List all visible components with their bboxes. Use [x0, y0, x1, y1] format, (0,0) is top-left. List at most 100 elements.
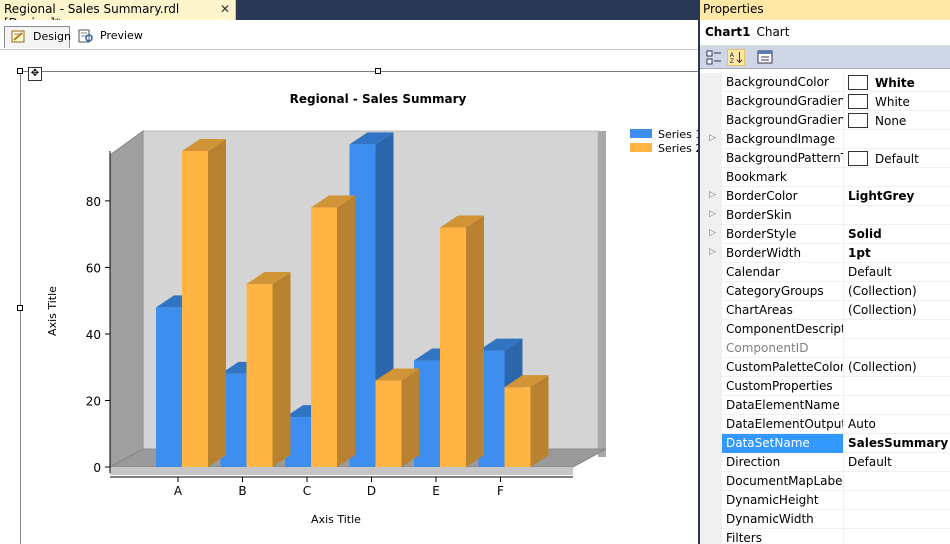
property-row-background-gradient-type[interactable]: BackgroundGradientType None [700, 111, 950, 130]
expand-icon[interactable]: ▷ [709, 228, 716, 238]
property-value-cell[interactable]: LightGrey [845, 187, 950, 206]
property-value-cell[interactable]: White [845, 73, 950, 92]
property-gutter[interactable]: ▷ [700, 244, 722, 263]
property-value-cell[interactable]: White [845, 92, 950, 111]
property-value-cell[interactable] [845, 396, 950, 415]
property-gutter[interactable]: ▷ [700, 206, 722, 225]
property-value-cell[interactable] [845, 377, 950, 396]
property-value-cell[interactable]: Default [845, 149, 950, 168]
property-name[interactable]: Filters [722, 529, 844, 544]
property-row-calendar[interactable]: Calendar Default [700, 263, 950, 282]
close-icon[interactable]: ✕ [220, 2, 231, 16]
property-gutter[interactable]: ▷ [700, 130, 722, 149]
categorized-icon[interactable] [705, 49, 723, 66]
property-name[interactable]: BorderStyle [722, 225, 844, 244]
property-value-cell[interactable]: (Collection) [845, 301, 950, 320]
property-value-cell[interactable]: (Collection) [845, 358, 950, 377]
property-name[interactable]: BorderWidth [722, 244, 844, 263]
property-row-dynamic-width[interactable]: DynamicWidth [700, 510, 950, 529]
property-value: (Collection) [848, 284, 917, 298]
property-row-data-element-output[interactable]: DataElementOutput Auto [700, 415, 950, 434]
property-name[interactable]: ComponentDescription [722, 320, 844, 339]
property-name[interactable]: BackgroundPatternType [722, 149, 844, 168]
property-name[interactable]: CategoryGroups [722, 282, 844, 301]
property-row-filters[interactable]: Filters [700, 529, 950, 544]
property-value-cell[interactable] [845, 320, 950, 339]
property-value-cell[interactable] [845, 206, 950, 225]
resize-handle-top-left[interactable] [17, 68, 23, 74]
property-row-border-skin[interactable]: ▷ BorderSkin [700, 206, 950, 225]
property-gutter [700, 472, 722, 491]
property-value-cell[interactable] [845, 339, 950, 358]
property-name[interactable]: BorderSkin [722, 206, 844, 225]
expand-icon[interactable]: ▷ [709, 247, 716, 257]
property-row-document-map-label[interactable]: DocumentMapLabel [700, 472, 950, 491]
property-name[interactable]: CustomProperties [722, 377, 844, 396]
expand-icon[interactable]: ▷ [709, 209, 716, 219]
tab-preview[interactable]: Preview [72, 26, 143, 48]
property-name[interactable]: DocumentMapLabel [722, 472, 844, 491]
property-value-cell[interactable]: (Collection) [845, 282, 950, 301]
property-row-data-set-name[interactable]: DataSetName SalesSummary [700, 434, 950, 453]
property-name[interactable]: BackgroundColor [722, 73, 844, 92]
alphabetical-sort-icon[interactable]: A Z [727, 49, 745, 66]
property-name[interactable]: ChartAreas [722, 301, 844, 320]
expand-icon[interactable]: ▷ [709, 133, 716, 143]
property-value-cell[interactable] [845, 510, 950, 529]
property-name[interactable]: Calendar [722, 263, 844, 282]
property-name[interactable]: Direction [722, 453, 844, 472]
property-value-cell[interactable]: None [845, 111, 950, 130]
property-row-component-i-d[interactable]: ComponentID [700, 339, 950, 358]
property-row-category-groups[interactable]: CategoryGroups (Collection) [700, 282, 950, 301]
chart[interactable]: Regional - Sales Summary 0 20 40 60 80 Axis Ti… [20, 71, 698, 544]
property-name[interactable]: ComponentID [722, 339, 844, 358]
property-pages-icon[interactable] [756, 49, 774, 66]
property-row-background-pattern-type[interactable]: BackgroundPatternType Default [700, 149, 950, 168]
property-value-cell[interactable] [845, 491, 950, 510]
property-name[interactable]: DynamicHeight [722, 491, 844, 510]
property-name[interactable]: DataElementName [722, 396, 844, 415]
property-value-cell[interactable]: Auto [845, 415, 950, 434]
resize-handle-left[interactable] [17, 305, 23, 311]
property-value-cell[interactable]: 1pt [845, 244, 950, 263]
property-row-custom-palette-colors[interactable]: CustomPaletteColors (Collection) [700, 358, 950, 377]
property-value-cell[interactable]: Solid [845, 225, 950, 244]
property-gutter[interactable]: ▷ [700, 187, 722, 206]
property-value-cell[interactable] [845, 529, 950, 544]
property-name[interactable]: BackgroundImage [722, 130, 844, 149]
property-row-background-gradient-end-color[interactable]: BackgroundGradientEndColor White [700, 92, 950, 111]
property-row-chart-areas[interactable]: ChartAreas (Collection) [700, 301, 950, 320]
property-value-cell[interactable] [845, 472, 950, 491]
expand-icon[interactable]: ▷ [709, 190, 716, 200]
tab-design[interactable]: Design [4, 26, 71, 48]
property-value-cell[interactable] [845, 168, 950, 187]
property-name[interactable]: DynamicWidth [722, 510, 844, 529]
document-tab[interactable]: Regional - Sales Summary.rdl [Design]* ✕ [0, 0, 236, 30]
move-handle-icon[interactable]: ✥ [28, 67, 42, 81]
property-gutter[interactable]: ▷ [700, 225, 722, 244]
property-row-component-description[interactable]: ComponentDescription [700, 320, 950, 339]
property-row-background-image[interactable]: ▷ BackgroundImage [700, 130, 950, 149]
property-row-custom-properties[interactable]: CustomProperties [700, 377, 950, 396]
property-value-cell[interactable]: SalesSummary [845, 434, 950, 453]
property-row-border-color[interactable]: ▷ BorderColor LightGrey [700, 187, 950, 206]
property-value-cell[interactable]: Default [845, 453, 950, 472]
property-value-cell[interactable]: Default [845, 263, 950, 282]
property-row-border-style[interactable]: ▷ BorderStyle Solid [700, 225, 950, 244]
property-name[interactable]: CustomPaletteColors [722, 358, 844, 377]
property-name[interactable]: DataElementOutput [722, 415, 844, 434]
property-row-direction[interactable]: Direction Default [700, 453, 950, 472]
property-row-border-width[interactable]: ▷ BorderWidth 1pt [700, 244, 950, 263]
property-name[interactable]: BackgroundGradientEndColor [722, 92, 844, 111]
property-name[interactable]: Bookmark [722, 168, 844, 187]
property-name[interactable]: DataSetName [722, 434, 844, 453]
object-selector[interactable]: Chart1 Chart [700, 20, 950, 46]
property-row-dynamic-height[interactable]: DynamicHeight [700, 491, 950, 510]
property-row-data-element-name[interactable]: DataElementName [700, 396, 950, 415]
property-row-bookmark[interactable]: Bookmark [700, 168, 950, 187]
property-row-background-color[interactable]: BackgroundColor White [700, 73, 950, 92]
property-name[interactable]: BorderColor [722, 187, 844, 206]
property-name[interactable]: BackgroundGradientType [722, 111, 844, 130]
property-value-cell[interactable] [845, 130, 950, 149]
resize-handle-top[interactable] [375, 68, 381, 74]
